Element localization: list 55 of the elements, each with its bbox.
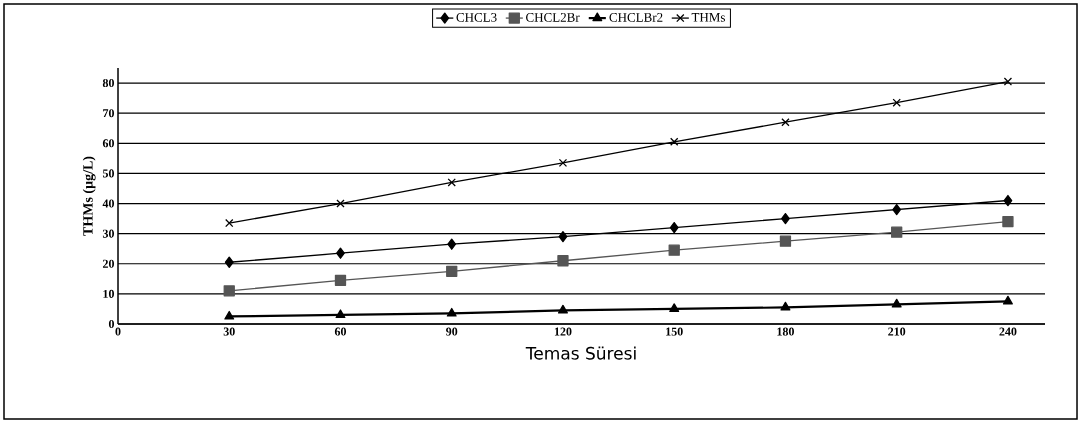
legend-label: CHCL3 xyxy=(456,13,497,22)
y-tick-label: 80 xyxy=(102,79,115,88)
y-tick-label: 50 xyxy=(102,169,115,178)
point xyxy=(1002,215,1014,228)
point xyxy=(891,298,902,308)
point xyxy=(336,199,345,208)
y-tick-label: 10 xyxy=(103,289,115,298)
point xyxy=(446,265,458,277)
point xyxy=(892,98,901,107)
legend-label: CHCLBr2 xyxy=(609,13,663,22)
point xyxy=(224,310,235,320)
y-tick-label: 0 xyxy=(108,319,115,329)
x-tick-label: 30 xyxy=(223,327,235,336)
point xyxy=(781,118,790,127)
y-tick-label: 70 xyxy=(103,109,115,118)
point xyxy=(669,221,679,234)
x-tick-label: 240 xyxy=(999,327,1017,336)
point xyxy=(558,231,568,243)
x-tick-label: 210 xyxy=(888,327,906,336)
legend-label: THMs xyxy=(691,13,725,22)
x-tick-label: 60 xyxy=(334,327,347,336)
legend-label: CHCL2Br xyxy=(526,13,580,22)
y-tick-label: 30 xyxy=(102,229,115,238)
point xyxy=(670,137,679,146)
point xyxy=(557,255,569,267)
x-axis-title: Temas Süresi xyxy=(525,346,636,360)
point xyxy=(557,304,568,314)
x-tick-label: 120 xyxy=(554,327,572,336)
y-tick-label: 20 xyxy=(102,259,115,268)
x-tick-label: 180 xyxy=(777,327,794,336)
y-axis-title: THMs (µg/L) xyxy=(82,156,96,236)
point xyxy=(224,256,234,268)
point xyxy=(891,226,903,238)
point xyxy=(558,158,568,168)
point xyxy=(336,247,345,259)
point xyxy=(669,303,680,313)
point xyxy=(447,178,456,187)
y-tick-label: 60 xyxy=(102,139,115,148)
point xyxy=(446,307,457,317)
x-tick-label: 90 xyxy=(446,327,458,336)
x-tick-label: 150 xyxy=(666,327,683,336)
point xyxy=(1003,77,1013,86)
point xyxy=(223,285,235,297)
y-tick-label: 40 xyxy=(102,199,115,208)
point xyxy=(780,301,791,311)
point xyxy=(1003,194,1013,207)
point xyxy=(779,235,792,247)
point xyxy=(892,203,902,216)
point xyxy=(447,238,457,250)
x-tick-label: 0 xyxy=(115,327,121,336)
point xyxy=(225,218,234,228)
point xyxy=(335,309,346,319)
point xyxy=(1002,295,1013,305)
point xyxy=(334,274,347,286)
point xyxy=(668,244,680,256)
